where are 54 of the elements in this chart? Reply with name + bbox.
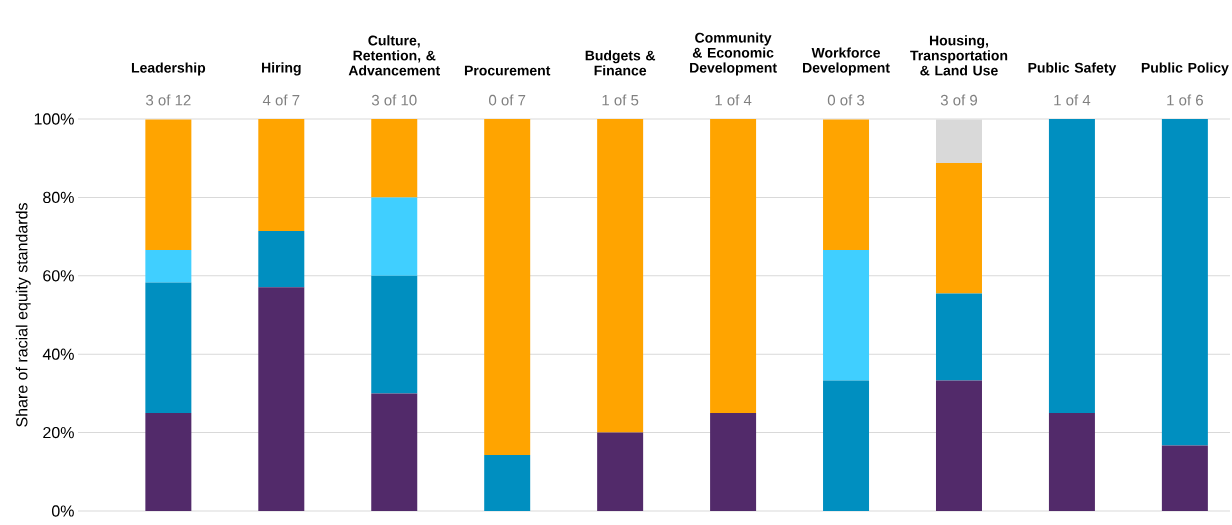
y-tick-label: 20% <box>43 426 74 439</box>
text: 3 of 9 <box>940 94 978 106</box>
text: 4 of 7 <box>262 94 300 106</box>
text: 3 of 10 <box>371 94 417 106</box>
y-tick-label: 100% <box>34 113 74 125</box>
bar <box>371 197 418 276</box>
x-tick-label: Public Safety <box>1028 62 1117 76</box>
x-tick-label: Leadership <box>131 62 206 76</box>
y-tick-label: 80% <box>43 191 74 204</box>
y-tick-label: 40% <box>42 348 74 360</box>
bar <box>145 119 192 250</box>
bar <box>258 287 305 511</box>
x-tick-label: Community & Economic Development <box>690 32 777 76</box>
bar <box>823 249 870 381</box>
bar <box>145 249 192 283</box>
x-tick-label: Procurement <box>464 65 551 76</box>
text: 3 of 12 <box>145 94 191 106</box>
x-tick-label: Hiring <box>262 62 301 76</box>
x-tick-label: Budgets & Finance <box>585 50 656 76</box>
text: 1 of 4 <box>715 94 752 106</box>
bar <box>484 454 531 511</box>
bar <box>823 380 870 511</box>
bar <box>710 119 757 413</box>
x-tick-label: Housing, Transportation & Land Use <box>910 35 1008 76</box>
y-tick-label: 60% <box>43 270 74 282</box>
text: 1 of 4 <box>1054 94 1091 106</box>
text: 1 of 5 <box>602 94 639 106</box>
y-tick-label: 0% <box>51 505 74 517</box>
bar <box>258 119 305 232</box>
bar <box>484 119 531 455</box>
bar <box>935 293 982 381</box>
bar <box>1161 445 1208 511</box>
bar <box>258 231 305 288</box>
bar <box>145 282 192 413</box>
text: 1 of 6 <box>1167 94 1203 106</box>
text: 0 of 3 <box>827 94 865 106</box>
x-tick-label: Workforce Development <box>803 47 890 76</box>
bar <box>823 119 870 250</box>
x-tick-label: Public Policy <box>1141 62 1229 76</box>
text: 0 of 7 <box>489 94 526 106</box>
bar <box>371 393 418 511</box>
bar <box>371 119 418 198</box>
bar <box>1048 119 1095 413</box>
bar <box>597 119 644 433</box>
y-axis-title: Share of racial equity standards <box>15 203 31 427</box>
bar <box>935 162 982 294</box>
bar <box>935 380 982 511</box>
x-tick-label: Culture, Retention, & Advancement <box>348 35 440 76</box>
bar <box>597 432 644 511</box>
bar <box>145 413 192 511</box>
bar <box>1161 119 1208 446</box>
bar <box>1048 413 1095 511</box>
bar <box>371 275 418 394</box>
bar <box>710 413 757 511</box>
